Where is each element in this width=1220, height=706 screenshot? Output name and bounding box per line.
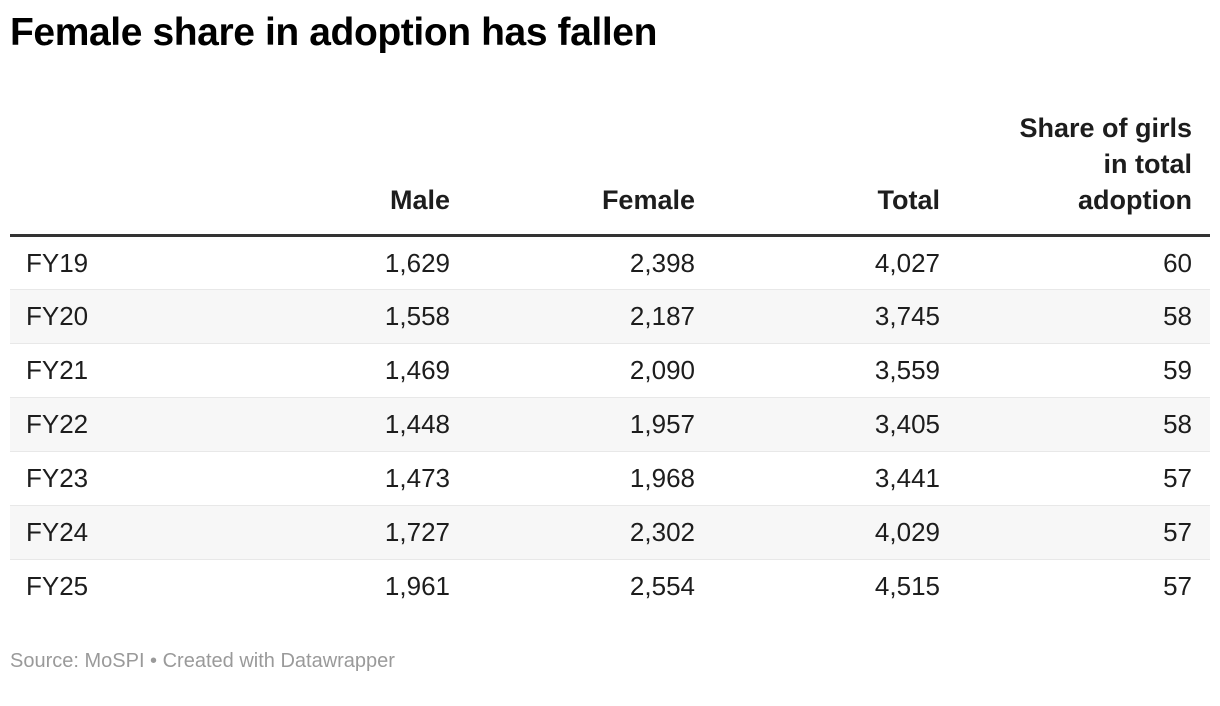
column-header-female: Female	[468, 110, 713, 238]
column-header-share: Share of girls in total adoption	[958, 110, 1210, 238]
table-row: FY25 1,961 2,554 4,515 57	[10, 560, 1210, 614]
female-cell: 2,398	[468, 235, 713, 291]
total-cell: 4,515	[874, 571, 940, 602]
adoption-data-table: Male Female Total Share of girls in tota…	[10, 110, 1210, 614]
year-cell: FY24	[10, 505, 210, 561]
female-cell: 2,187	[468, 289, 713, 345]
share-cell: 58	[958, 397, 1210, 453]
share-cell: 57	[958, 505, 1210, 561]
year-cell: FY19	[10, 235, 210, 291]
year-cell: FY22	[10, 397, 210, 453]
table-row: FY24 1,727 2,302 4,029 57	[10, 505, 1210, 561]
share-cell: 60	[958, 235, 1210, 291]
total-cell: 3,405	[713, 397, 958, 453]
share-cell: 58	[958, 289, 1210, 345]
male-cell: 1,469	[210, 343, 468, 399]
source-attribution: Source: MoSPI • Created with Datawrapper	[10, 648, 1210, 674]
female-cell: 1,968	[468, 451, 713, 507]
total-cell: 4,027	[713, 235, 958, 291]
female-cell: 2,090	[468, 343, 713, 399]
female-cell: 1,957	[468, 397, 713, 453]
table-row: FY22 1,448 1,957 3,405 58	[10, 397, 1210, 453]
year-cell: FY21	[10, 343, 210, 399]
total-cell: 3,559	[713, 343, 958, 399]
male-cell: 1,727	[210, 505, 468, 561]
table-row: FY23 1,473 1,968 3,441 57	[10, 451, 1210, 507]
year-cell: FY23	[10, 451, 210, 507]
table-row: FY19 1,629 2,398 4,027 60	[10, 235, 1210, 291]
table-header-row: Male Female Total Share of girls in tota…	[10, 110, 1210, 238]
total-cell: 4,029	[713, 505, 958, 561]
female-cell: 2,302	[468, 505, 713, 561]
column-header-total: Total	[713, 110, 958, 238]
share-cell: 57	[958, 451, 1210, 507]
share-cell: 59	[958, 343, 1210, 399]
male-cell: 1,473	[210, 451, 468, 507]
female-cell: 2,554	[629, 571, 695, 602]
male-cell: 1,448	[210, 397, 468, 453]
year-cell: FY25	[26, 571, 89, 602]
table-row: FY21 1,469 2,090 3,559 59	[10, 343, 1210, 399]
total-cell: 3,441	[713, 451, 958, 507]
year-cell: FY20	[10, 289, 210, 345]
male-cell: 1,961	[384, 571, 450, 602]
adoption-table-chart: Female share in adoption has fallen Male…	[0, 10, 1220, 706]
table-row: FY20 1,558 2,187 3,745 58	[10, 289, 1210, 345]
column-header-year	[10, 110, 210, 238]
male-cell: 1,629	[210, 235, 468, 291]
chart-title: Female share in adoption has fallen	[10, 11, 658, 54]
total-cell: 3,745	[713, 289, 958, 345]
male-cell: 1,558	[210, 289, 468, 345]
share-cell: 57	[1163, 571, 1192, 602]
column-header-male: Male	[210, 110, 468, 238]
source-attribution-text: Source: MoSPI • Created with Datawrapper	[10, 649, 395, 672]
